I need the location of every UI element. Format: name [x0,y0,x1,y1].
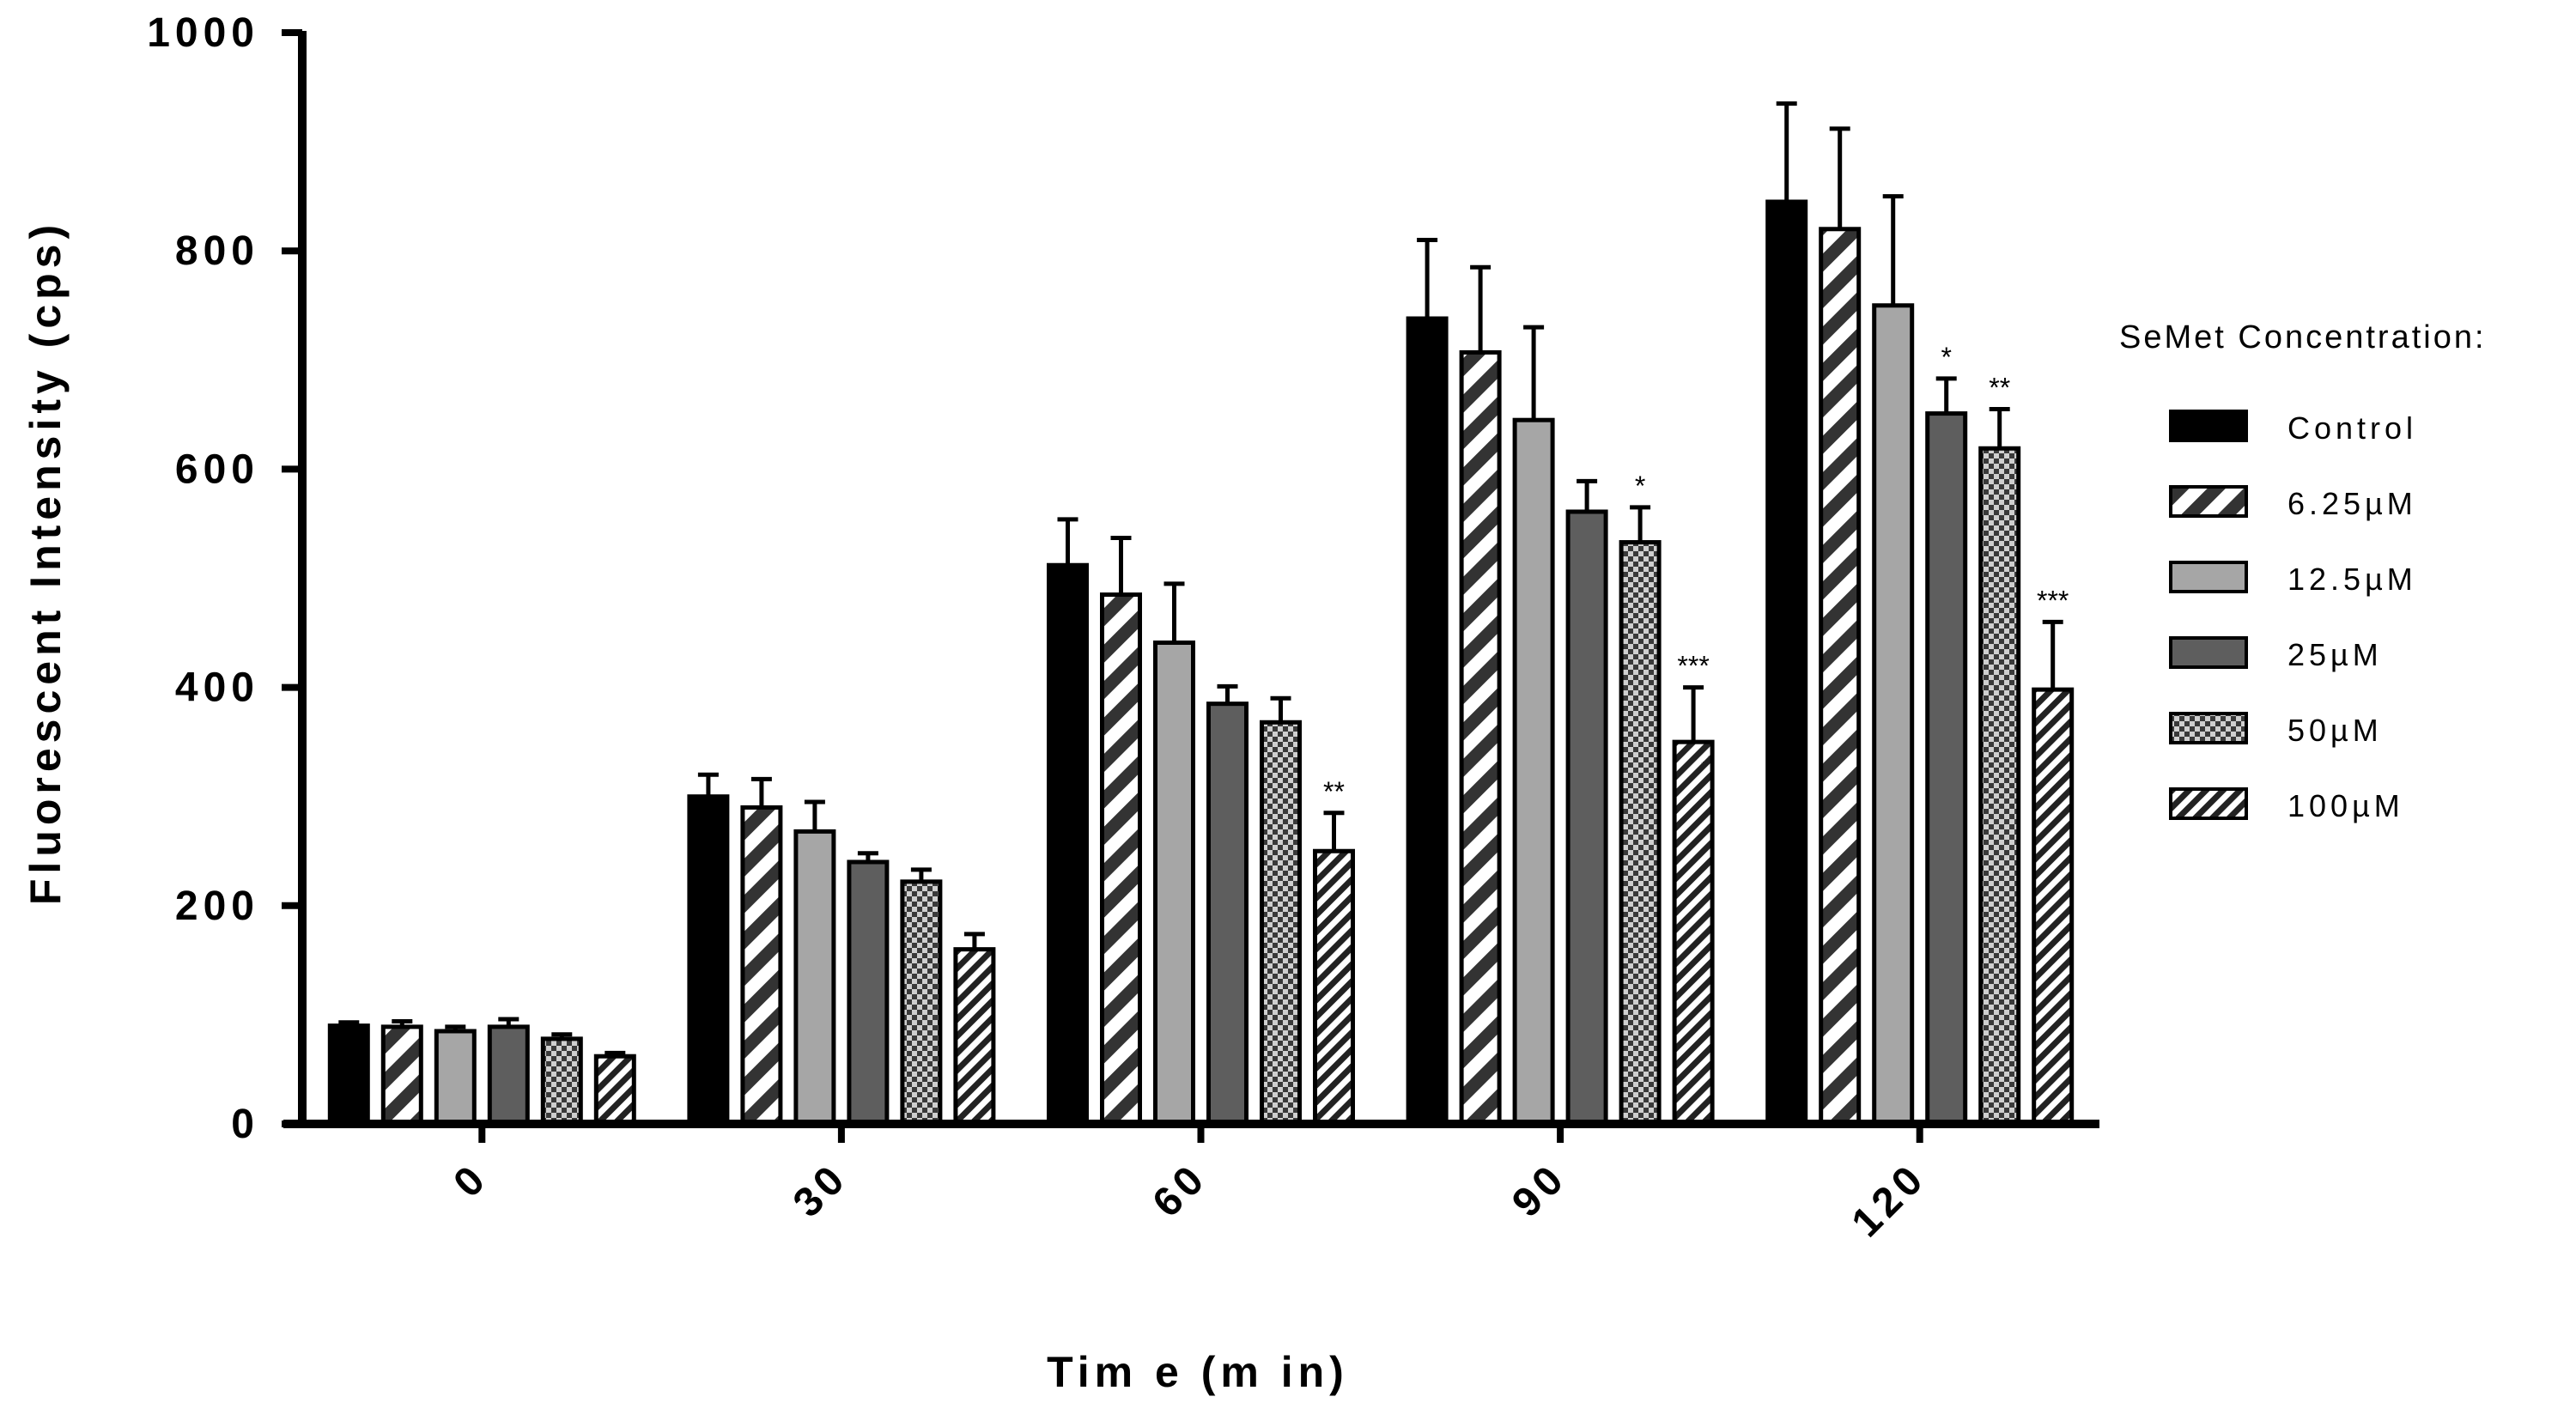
bar [793,829,836,1127]
legend-swatch [2169,561,2248,593]
x-tick-label: 90 [1504,1154,1576,1226]
bar [687,794,730,1127]
legend-swatch [2169,485,2248,518]
y-tick-label: 600 [175,446,259,492]
y-tick-label: 200 [175,884,259,929]
bar [1260,720,1302,1127]
x-axis-title: Tim e (m in) [1047,1348,1349,1396]
x-tick-label: 0 [445,1154,497,1206]
labels-layer: Fluorescent Intensity (cps) Tim e (m in)… [21,10,2069,1396]
legend-label: 12.5µM [2287,562,2417,597]
significance-label: * [1941,342,1951,373]
significance-label: *** [2037,585,2069,616]
bar [1619,540,1662,1127]
bar [1153,640,1195,1127]
legend-label: 50µM [2287,713,2383,748]
bar [1872,303,1915,1127]
y-axis-title: Fluorescent Intensity (cps) [21,220,70,905]
legend-swatch [2169,410,2248,442]
bar [434,1029,477,1127]
bar [380,1024,423,1127]
bar [487,1024,530,1127]
significance-label: ** [1989,372,2010,403]
significance-label: *** [1677,651,1709,682]
legend-title: SeMet Concentration: [2119,319,2487,355]
legend: SeMet Concentration: Control 6.25µM 12.5µM… [2119,319,2487,823]
y-tick-label: 400 [175,665,259,711]
bar [593,1054,636,1127]
legend-label: 100µM [2287,788,2404,823]
x-tick-label: 120 [1844,1154,1935,1246]
legend-swatch [2169,787,2248,820]
bar [1925,411,1968,1127]
y-tick-label: 0 [231,1102,259,1147]
bar [540,1036,583,1127]
bar [953,947,996,1127]
legend-label: 6.25µM [2287,486,2417,521]
bars-layer [327,101,2075,1127]
bar [1819,227,1862,1127]
legend-swatch [2169,636,2248,669]
bar [1459,349,1502,1127]
bar [1206,701,1249,1127]
bar [1672,739,1715,1127]
bar [1978,446,2021,1127]
bar [900,879,943,1127]
bar [1406,316,1449,1127]
bar [1100,592,1142,1127]
bar [1512,417,1555,1127]
y-tick-label: 1000 [147,10,259,56]
x-tick-label: 60 [1145,1154,1217,1226]
legend-label: Control [2287,410,2417,446]
bar [1047,562,1089,1127]
legend-label: 25µM [2287,637,2383,672]
x-tick-label: 30 [785,1154,857,1226]
bar [2032,687,2075,1127]
legend-swatch [2169,712,2248,744]
bar [740,805,783,1127]
bar [1313,848,1355,1127]
significance-label: * [1635,471,1645,501]
axes-layer [282,29,2099,1143]
significance-label: ** [1323,776,1345,807]
bar [847,859,890,1127]
bar [1765,199,1808,1127]
y-tick-label: 800 [175,228,259,274]
bar [327,1023,370,1127]
bar [1565,509,1608,1127]
